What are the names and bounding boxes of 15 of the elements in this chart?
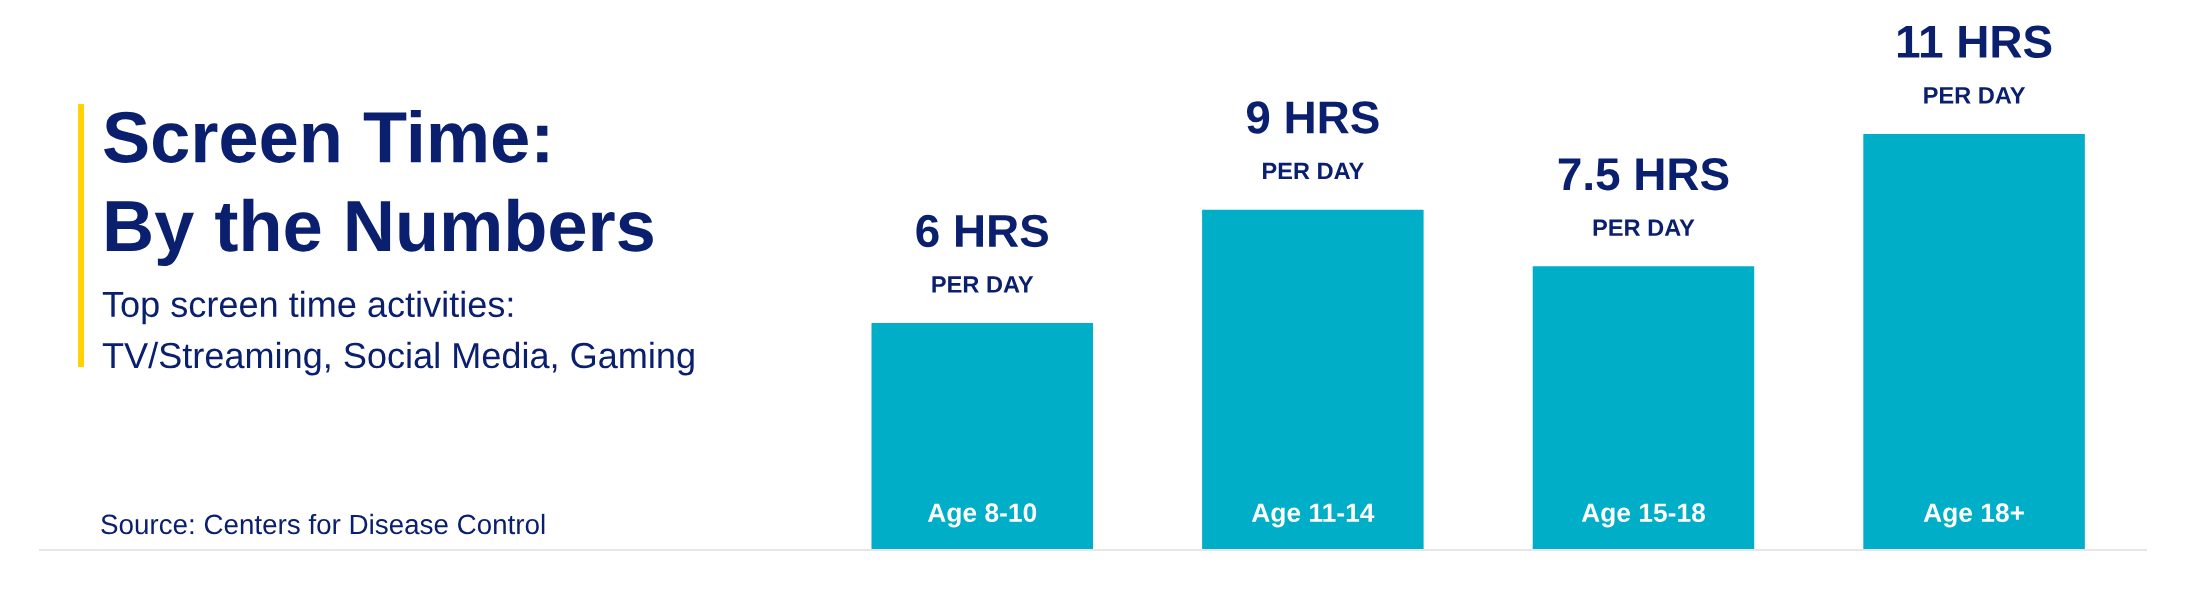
data-label: 6 HRS PER DAY (916, 214, 1048, 293)
x-tick-label: Age 15-18 (1581, 503, 1705, 528)
chart-title: Screen Time: By the Numbers (104, 109, 653, 266)
data-label: 7.5 HRS PER DAY (1558, 157, 1729, 236)
data-label: 11 HRS PER DAY (1897, 25, 2052, 104)
source-note: Source: Centers for Disease Control (101, 513, 545, 535)
data-label: 9 HRS PER DAY (1246, 101, 1379, 180)
bar (1532, 266, 1755, 550)
x-tick-label: Age 11-14 (1251, 503, 1375, 528)
x-tick-label: Age 8-10 (927, 503, 1037, 528)
bar (1863, 134, 2085, 550)
x-tick-label: Age 18+ (1923, 503, 2024, 528)
bar (1202, 209, 1424, 550)
text: Top screen time activities: TV/Streaming, Social Media, Gaming (102, 290, 694, 376)
bar (871, 323, 1093, 550)
